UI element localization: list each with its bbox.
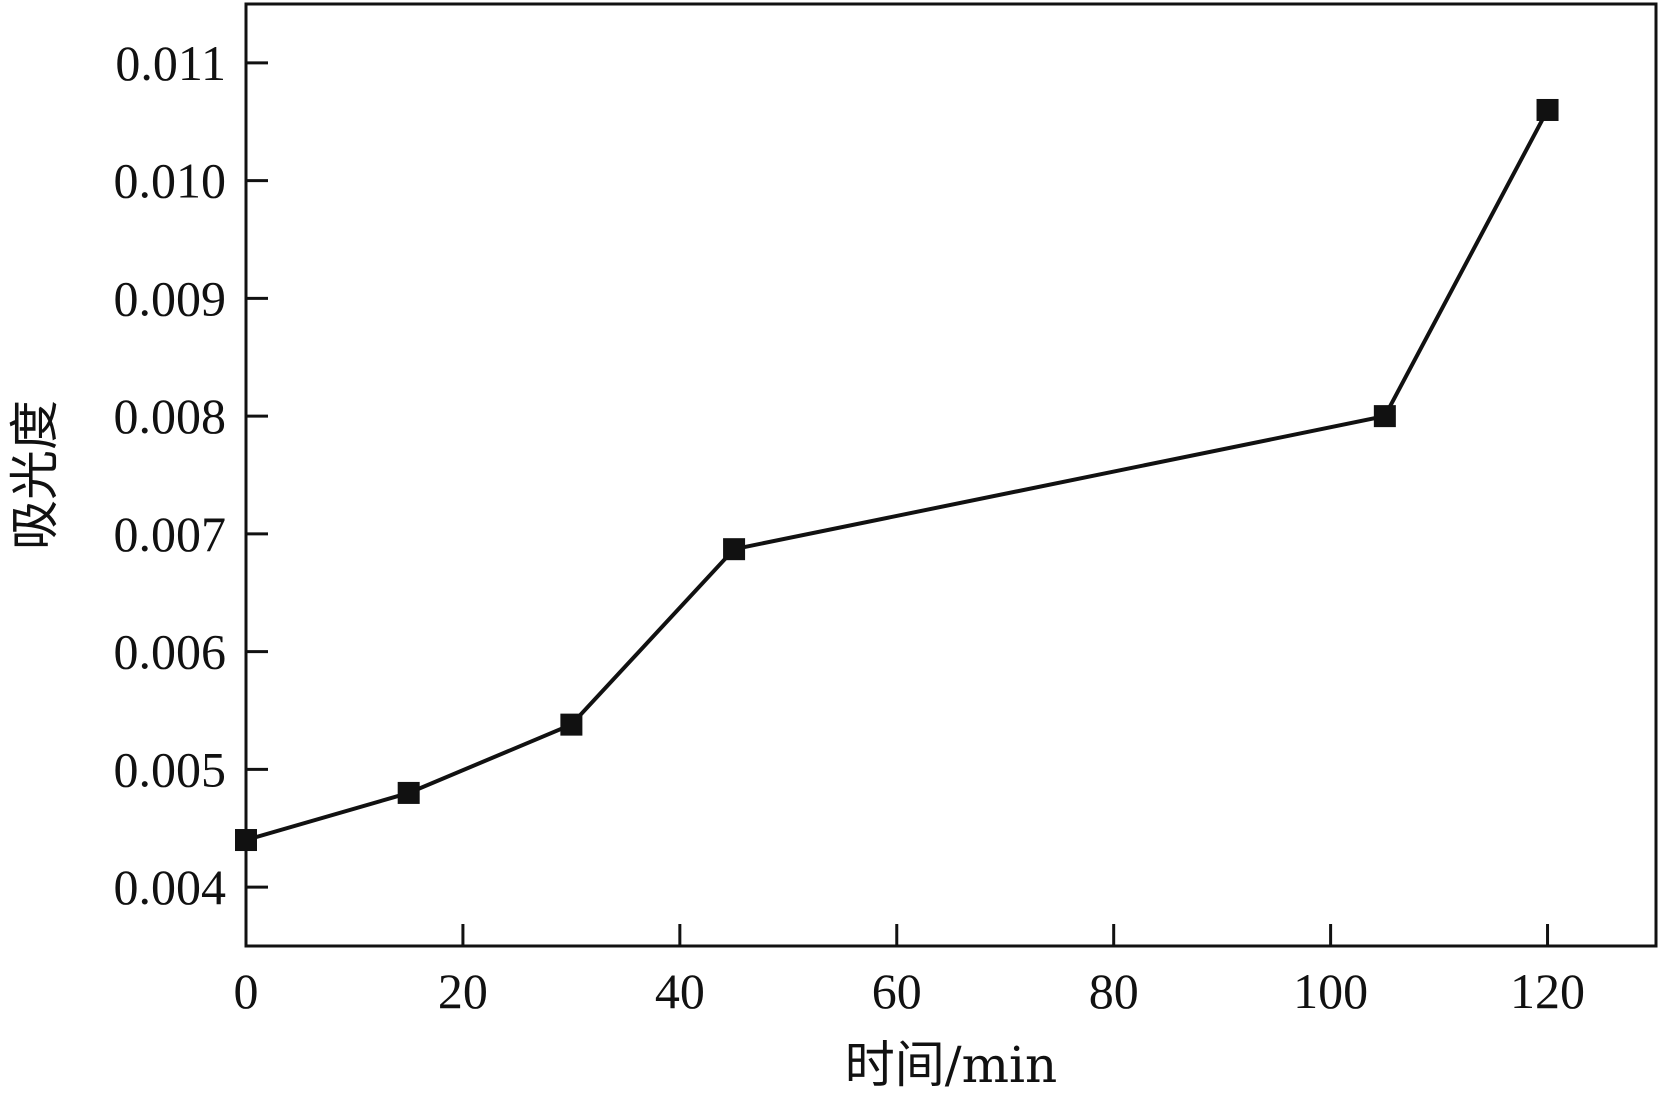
axes: [244, 2, 1658, 948]
x-axis-title: 时间/min: [845, 1036, 1057, 1094]
y-tick-label: 0.010: [114, 153, 227, 209]
series-line: [245, 109, 1550, 842]
y-tick-label: 0.007: [114, 506, 227, 562]
x-tick-label: 40: [655, 963, 705, 1019]
x-tick-label: 0: [234, 963, 259, 1019]
data-point: [723, 538, 746, 561]
data-point: [1373, 405, 1396, 428]
x-tick-label: 80: [1089, 963, 1139, 1019]
data-point: [560, 713, 583, 736]
ticks: 0 20 40 60 80 100 120 0.004 0.005 0.006 0.007 0.008…: [114, 35, 1586, 1019]
data-point: [1536, 98, 1559, 121]
data-point: [397, 781, 420, 804]
data-point: [235, 829, 257, 852]
plot-frame: [244, 2, 1658, 948]
series: [235, 98, 1559, 852]
x-tick-label: 20: [438, 963, 488, 1019]
y-axis-title: 吸光度: [6, 400, 64, 550]
y-tick-label: 0.005: [114, 741, 227, 797]
y-tick-label: 0.008: [114, 388, 227, 444]
x-tick-label: 60: [872, 963, 922, 1019]
y-tick-label: 0.011: [115, 35, 226, 91]
y-tick-label: 0.009: [114, 270, 227, 326]
y-tick-label: 0.004: [114, 859, 227, 915]
x-tick-label: 120: [1510, 963, 1585, 1019]
x-tick-label: 100: [1293, 963, 1368, 1019]
y-tick-label: 0.006: [114, 624, 227, 680]
